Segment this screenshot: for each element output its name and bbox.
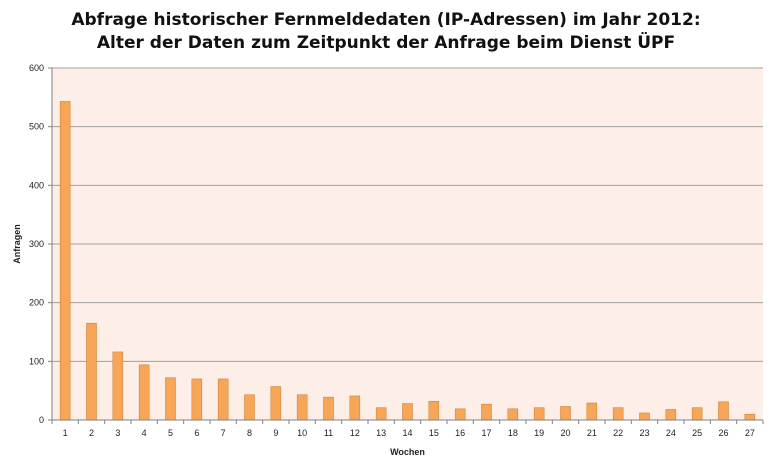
bar [691,407,703,421]
x-tick-label: 24 [666,428,676,438]
bar [718,401,729,421]
x-tick-label: 13 [376,428,386,438]
x-tick-label: 15 [429,428,439,438]
bar [191,378,203,421]
x-tick-label: 1 [63,428,68,438]
x-tick-label: 8 [247,428,252,438]
bar [244,394,255,421]
x-tick-label: 3 [115,428,120,438]
x-tick-label: 7 [221,428,226,438]
bar [428,400,440,421]
bar [507,408,519,421]
x-tick-label: 20 [560,428,570,438]
bar [138,364,150,421]
bar [586,402,598,421]
bar-series [59,101,756,421]
bar [59,101,71,421]
y-tick-labels: 0 100 200 300 400 500 600 [29,63,44,425]
bar [375,407,387,421]
y-tick-label: 600 [29,63,44,73]
bar [323,396,334,421]
chart-title-line-1: Abfrage historischer Fernmeldedaten (IP-… [71,10,701,30]
x-tick-label: 23 [639,428,649,438]
y-tick-label: 0 [39,415,44,425]
y-tick-label: 500 [29,122,44,132]
chart-title-line-2: Alter der Daten zum Zeitpunkt der Anfrag… [96,33,676,53]
bar [481,403,492,421]
x-axis-label: Wochen [390,447,425,457]
bar [560,406,571,421]
bar [86,322,97,421]
x-tick-label: 19 [534,428,544,438]
x-tick-label: 2 [89,428,94,438]
y-axis-label: Anfragen [12,224,22,264]
bar [296,394,308,421]
x-tick-label: 5 [168,428,173,438]
x-tick-label: 12 [350,428,360,438]
x-tick-label: 16 [455,428,465,438]
bar [349,395,361,421]
bar [270,386,282,421]
bar [744,413,756,421]
gridlines [48,67,763,421]
bar [112,351,124,421]
x-tick-label: 4 [142,428,147,438]
bar [533,407,545,421]
x-tick-label: 22 [613,428,623,438]
x-tick-label: 26 [718,428,728,438]
x-tick-label: 27 [745,428,755,438]
bar [217,378,229,421]
bar [639,412,650,421]
x-tick-label: 11 [324,428,333,438]
x-tick-label: 18 [508,428,518,438]
x-tick-labels: 1 2 3 4 5 6 7 8 9 10 11 12 13 14 15 16 17 18 19 20 21 22 23 24 2… [51,420,764,438]
x-tick-label: 9 [273,428,278,438]
axes [51,68,763,421]
bar [454,408,466,421]
y-tick-label: 100 [29,356,44,366]
x-tick-label: 25 [692,428,702,438]
y-tick-label: 200 [29,298,44,308]
bar [402,403,413,421]
bar [165,377,176,421]
x-tick-label: 17 [481,428,491,438]
y-tick-label: 400 [29,180,44,190]
x-tick-label: 14 [402,428,412,438]
x-tick-label: 21 [587,428,597,438]
bar [612,407,624,421]
x-tick-label: 6 [194,428,199,438]
x-tick-label: 10 [297,428,307,438]
y-tick-label: 300 [29,239,44,249]
bar [665,409,677,421]
